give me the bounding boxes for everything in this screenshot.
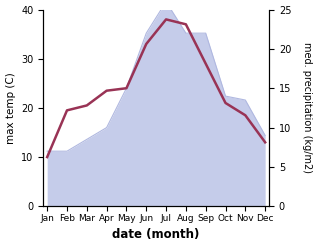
X-axis label: date (month): date (month) bbox=[113, 228, 200, 242]
Y-axis label: max temp (C): max temp (C) bbox=[5, 72, 16, 144]
Y-axis label: med. precipitation (kg/m2): med. precipitation (kg/m2) bbox=[302, 42, 313, 173]
